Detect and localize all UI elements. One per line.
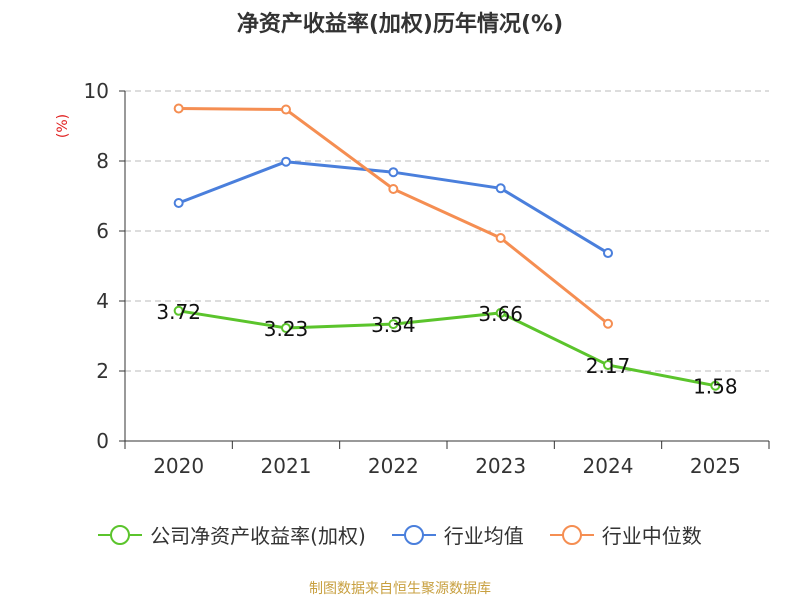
y-tick-label: 4 (96, 289, 109, 313)
legend-item-industry-median[interactable]: 行业中位数 (549, 520, 702, 549)
y-tick-label: 8 (96, 149, 109, 173)
legend-label-industry-median: 行业中位数 (601, 524, 702, 548)
series-point-1 (173, 198, 184, 208)
series-point-1 (603, 248, 613, 259)
series-point-0 (281, 322, 291, 333)
series-point-2 (281, 104, 291, 115)
series-point-2 (173, 103, 184, 114)
legend-circle (403, 524, 424, 545)
series-line-2 (178, 107, 609, 325)
y-tick-label: 0 (96, 429, 109, 453)
series-point-2 (603, 318, 613, 329)
x-tick-label: 2025 (690, 454, 741, 478)
legend-circle (561, 524, 582, 545)
data-label: 3.23 (264, 317, 309, 341)
series-point-1 (281, 156, 291, 167)
y-tick-label: 2 (96, 359, 109, 383)
legend-label-industry-mean: 行业均值 (443, 524, 524, 548)
chart-title: 净资产收益率(加权)历年情况(%) (236, 12, 564, 37)
series-point-2 (495, 233, 506, 243)
series-point-0 (710, 380, 721, 391)
data-label: 1.58 (693, 375, 738, 399)
data-label: 2.17 (586, 354, 631, 378)
series-point-2 (388, 184, 399, 194)
legend-item-industry-mean[interactable]: 行业均值 (391, 520, 524, 549)
x-tick-label: 2022 (368, 454, 419, 478)
legend-label-company: 公司净资产收益率(加权) (150, 524, 366, 548)
legend-circle (110, 524, 131, 545)
x-tick-label: 2021 (261, 454, 312, 478)
legend-item-company[interactable]: 公司净资产收益率(加权) (98, 520, 366, 549)
x-tick-label: 2023 (475, 454, 526, 478)
data-source-note: 制图数据来自恒生聚源数据库 (309, 581, 491, 597)
data-label: 3.72 (156, 300, 201, 324)
series-point-0 (388, 319, 399, 330)
series-point-0 (173, 305, 184, 316)
data-label: 3.34 (371, 313, 416, 337)
series-line-0 (178, 309, 716, 388)
series-point-1 (495, 183, 506, 194)
legend-marker-company (98, 524, 143, 545)
legend-marker-industry-mean (391, 524, 436, 545)
series-point-1 (388, 167, 399, 178)
chart-legend: 公司净资产收益率(加权) 行业均值 行业中位数 (0, 520, 800, 549)
x-tick-label: 2024 (583, 454, 634, 478)
y-tick-label: 6 (96, 219, 109, 243)
series-point-0 (603, 360, 613, 371)
x-tick-label: 2020 (153, 454, 204, 478)
legend-marker-industry-median (549, 524, 594, 545)
y-axis-label: (%) (55, 114, 71, 138)
series-point-0 (495, 307, 506, 318)
data-label: 3.66 (478, 302, 523, 326)
y-tick-label: 10 (84, 79, 109, 103)
